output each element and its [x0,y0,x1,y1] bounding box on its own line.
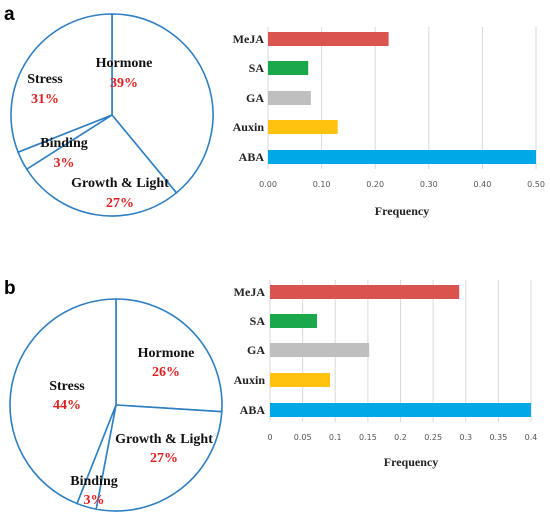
pie-label-binding: Binding [70,474,117,489]
bar-chart-b: 0 0.05 0.1 0.15 0.2 0.25 0.3 0.35 0.4 MeJA SA GA Aux… [234,280,538,469]
pie-label-hormone: Hormone [96,56,153,71]
category-label-aba: ABA [240,403,266,417]
x-tick-label: 0.2 [394,433,407,442]
pie-percent-growth-light: 27% [150,451,178,466]
x-tick-label: 0.25 [424,433,442,442]
category-label-sa: SA [250,314,266,328]
pie-slice-hormone [115,298,223,413]
x-tick-label: 0.30 [420,180,438,189]
bar-sa [270,314,317,328]
bar-chart-a: 0.00 0.10 0.20 0.30 0.40 0.50 MeJA SA GA Auxin ABA… [233,27,545,218]
panel-letter-b: b [4,278,16,299]
pie-label-stress: Stress [27,72,63,87]
bar-ga [268,91,311,105]
bar-meja [268,32,389,46]
x-tick-label: 0.50 [527,180,545,189]
bar-auxin [268,120,338,134]
bar-aba [270,403,531,417]
pie-chart-a: Hormone 39% Growth & Light 27% Binding 3% Stre… [10,13,214,217]
bar-sa [268,61,309,75]
pie-percent-hormone: 39% [110,76,138,91]
x-tick-label: 0.05 [294,433,312,442]
pie-slice-growth-light [25,113,178,217]
pie-percent-binding: 3% [84,493,105,508]
x-tick-label: 0.15 [359,433,377,442]
category-label-auxin: Auxin [233,120,265,134]
panel-letter-a: a [4,4,15,25]
pie-label-hormone: Hormone [138,346,195,361]
category-label-ga: GA [247,343,265,357]
x-tick-label: 0.00 [259,180,277,189]
category-label-aba: ABA [239,150,265,164]
pie-percent-stress: 44% [53,398,81,413]
x-tick-label: 0.20 [366,180,384,189]
category-label-meja: MeJA [233,32,265,46]
pie-slice-stress [9,298,117,505]
bar-meja [270,285,460,299]
pie-percent-hormone: 26% [152,365,180,380]
bar-ga [270,343,370,357]
pie-label-growth-light: Growth & Light [115,432,213,447]
bar-aba [268,150,536,164]
pie-percent-stress: 31% [31,92,59,107]
category-label-ga: GA [246,91,264,105]
pie-slice-stress [10,13,113,154]
category-label-auxin: Auxin [234,373,266,387]
x-tick-label: 0.4 [525,433,538,442]
category-label-meja: MeJA [234,285,266,299]
x-tick-label: 0.10 [313,180,331,189]
x-tick-label: 0.1 [329,433,342,442]
x-tick-label: 0 [267,433,272,442]
pie-percent-growth-light: 27% [106,196,134,211]
pie-label-binding: Binding [40,136,87,151]
bar-auxin [270,373,331,387]
pie-label-stress: Stress [49,379,85,394]
x-tick-label: 0.40 [473,180,491,189]
pie-label-growth-light: Growth & Light [71,176,169,191]
pie-chart-b: Hormone 26% Growth & Light 27% Binding 3% Stre… [9,298,223,512]
x-axis-title: Frequency [375,204,429,218]
category-label-sa: SA [249,61,265,75]
pie-percent-binding: 3% [54,156,75,171]
x-axis-title: Frequency [384,455,438,469]
x-tick-label: 0.3 [459,433,472,442]
x-tick-label: 0.35 [489,433,507,442]
pie-slice-hormone [111,13,214,194]
pie-slice-growth-light [95,404,223,512]
